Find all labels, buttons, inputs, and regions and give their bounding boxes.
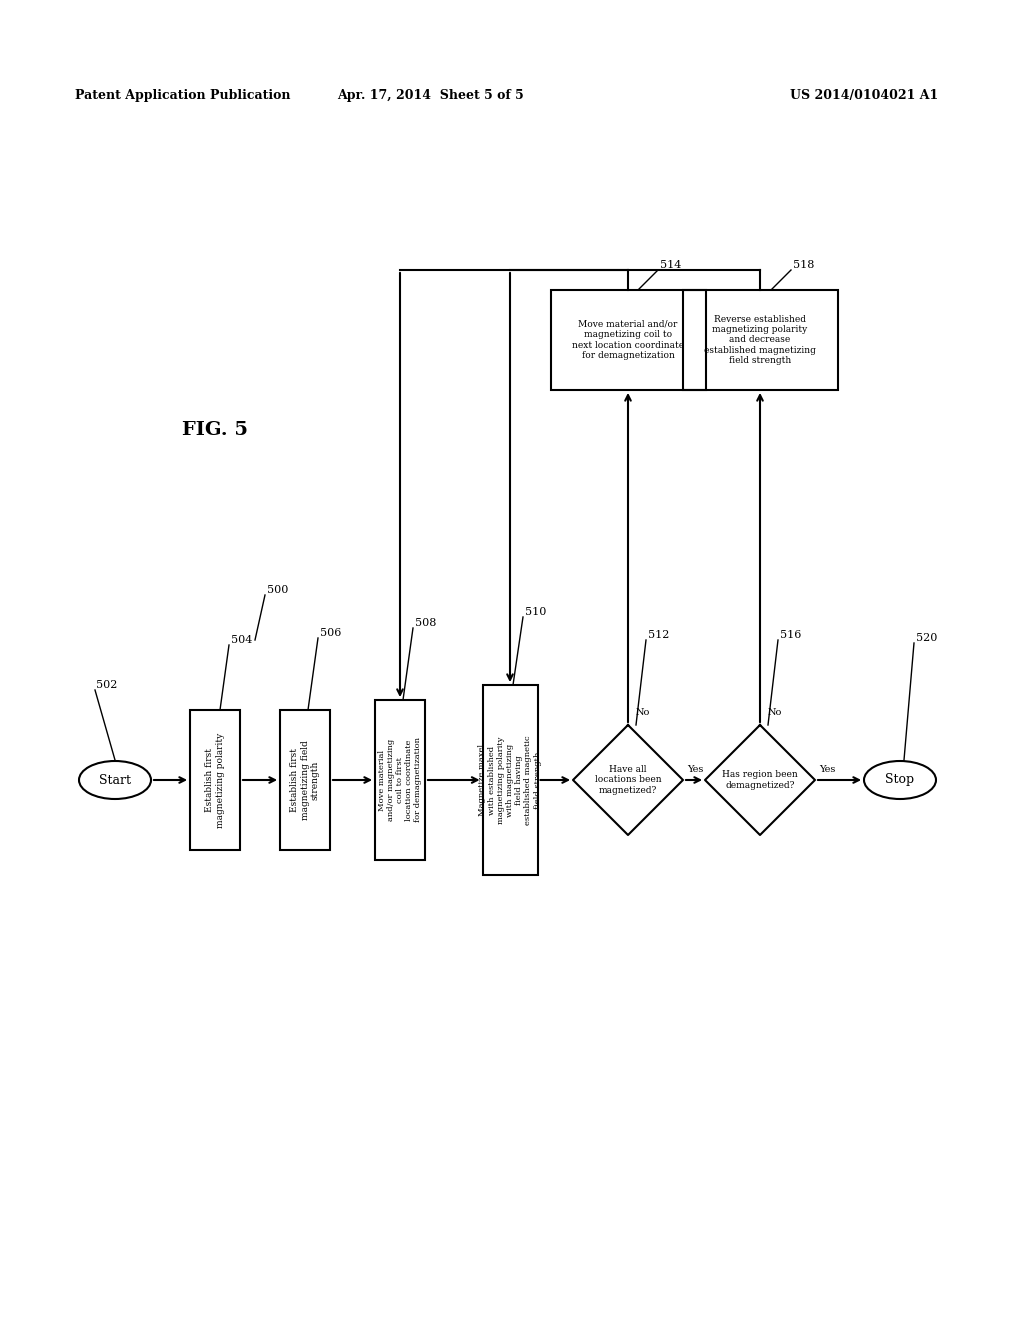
- Text: Have all
locations been
magnetized?: Have all locations been magnetized?: [595, 766, 662, 795]
- Text: Establish first
magnetizing field
strength: Establish first magnetizing field streng…: [290, 741, 319, 820]
- Text: No: No: [768, 708, 782, 717]
- Text: 504: 504: [231, 635, 252, 645]
- Text: 506: 506: [319, 628, 341, 638]
- Text: Move material
and/or magnetizing
coil to first
location coordinate
for demagneti: Move material and/or magnetizing coil to…: [378, 738, 422, 822]
- Text: 518: 518: [793, 260, 814, 271]
- Bar: [190, 710, 240, 850]
- Text: Patent Application Publication: Patent Application Publication: [75, 88, 291, 102]
- Text: 514: 514: [660, 260, 681, 271]
- Text: Move material and/or
magnetizing coil to
next location coordinate
for demagnetiz: Move material and/or magnetizing coil to…: [572, 319, 684, 360]
- Bar: [683, 290, 838, 389]
- Text: No: No: [636, 708, 650, 717]
- Text: Yes: Yes: [687, 766, 703, 775]
- Bar: [482, 685, 538, 875]
- Text: 510: 510: [525, 607, 547, 616]
- Text: Yes: Yes: [819, 766, 836, 775]
- Text: US 2014/0104021 A1: US 2014/0104021 A1: [790, 88, 938, 102]
- Text: Reverse established
magnetizing polarity
and decrease
established magnetizing
fi: Reverse established magnetizing polarity…: [705, 314, 816, 366]
- Text: 500: 500: [267, 585, 289, 595]
- Text: 502: 502: [96, 680, 118, 690]
- Bar: [551, 290, 706, 389]
- Text: Magnetize maxel
with established
magnetizing polarity
with magnetizing
field hav: Magnetize maxel with established magneti…: [478, 735, 542, 825]
- Text: Start: Start: [99, 774, 131, 787]
- Text: 508: 508: [415, 618, 436, 628]
- Text: Establish first
magnetizing polarity: Establish first magnetizing polarity: [205, 733, 224, 828]
- Text: 516: 516: [780, 630, 802, 640]
- Text: FIG. 5: FIG. 5: [182, 421, 248, 440]
- Text: 512: 512: [648, 630, 670, 640]
- Text: 520: 520: [916, 634, 937, 643]
- Text: Has region been
demagnetized?: Has region been demagnetized?: [722, 771, 798, 789]
- Bar: [280, 710, 330, 850]
- Text: Apr. 17, 2014  Sheet 5 of 5: Apr. 17, 2014 Sheet 5 of 5: [337, 88, 523, 102]
- Bar: [375, 700, 425, 861]
- Text: Stop: Stop: [886, 774, 914, 787]
